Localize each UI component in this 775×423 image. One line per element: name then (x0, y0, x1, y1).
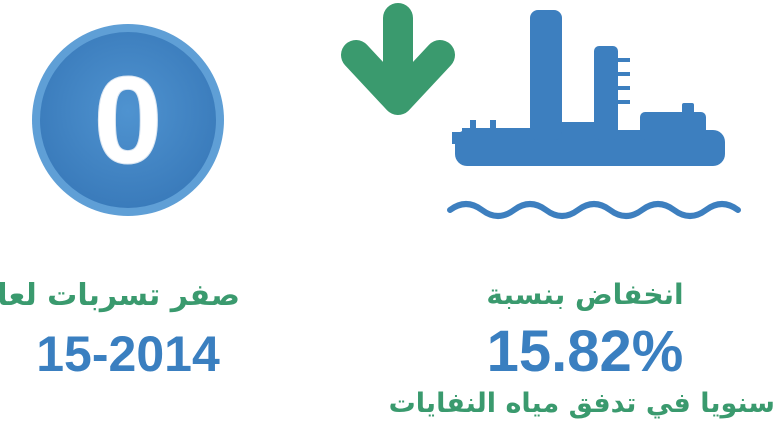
right-subtitle: سنويا في تدفق مياه النفايات (388, 388, 775, 419)
right-title: انخفاض بنسبة (486, 278, 684, 311)
water-wave (447, 201, 741, 219)
left-title: صفر تسربات لعام (0, 278, 240, 313)
left-value: 15-2014 (36, 326, 220, 382)
down-arrow (341, 3, 455, 115)
badge-text: 0 (94, 52, 163, 190)
right-value: 15.82% (486, 319, 684, 384)
badge-circle (40, 32, 216, 208)
factory-icon (452, 10, 725, 166)
